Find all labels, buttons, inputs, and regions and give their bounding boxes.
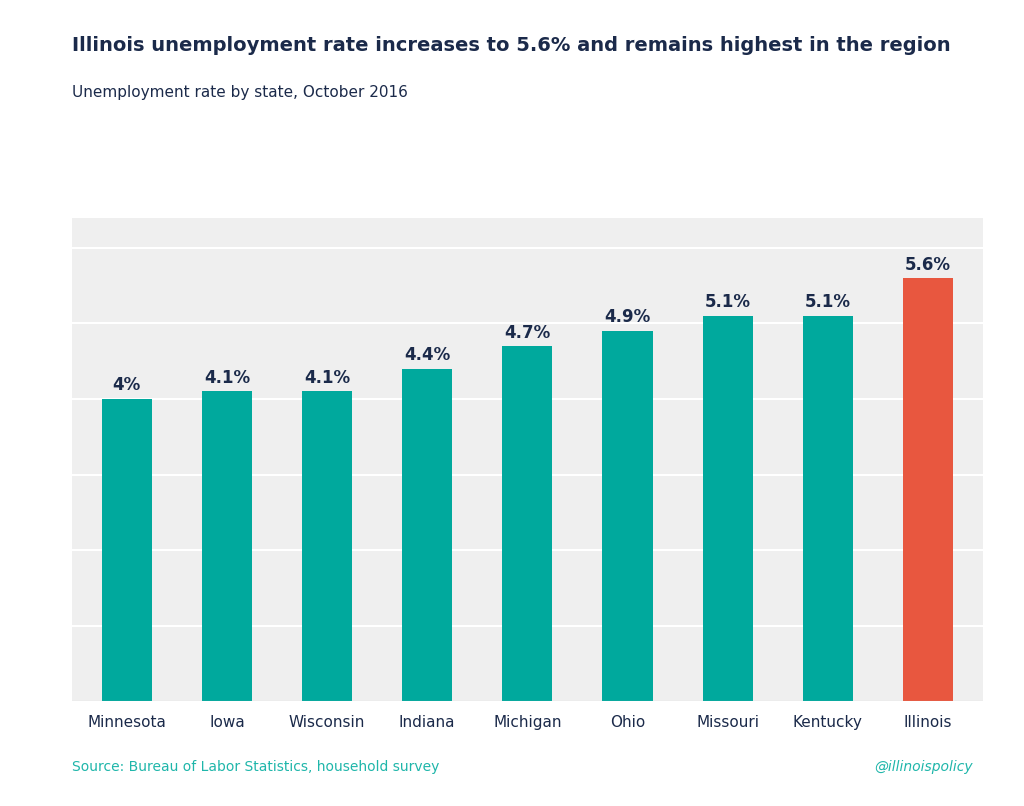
Bar <box>101 399 152 701</box>
Bar <box>803 316 853 701</box>
Text: 4.9%: 4.9% <box>604 309 650 326</box>
Text: @illinoispolicy: @illinoispolicy <box>874 760 973 774</box>
Text: Unemployment rate by state, October 2016: Unemployment rate by state, October 2016 <box>72 85 408 100</box>
Bar <box>202 392 252 701</box>
Bar <box>302 392 352 701</box>
Text: Source: Bureau of Labor Statistics, household survey: Source: Bureau of Labor Statistics, hous… <box>72 760 439 774</box>
Bar <box>602 331 652 701</box>
Bar <box>503 346 552 701</box>
Text: Illinois unemployment rate increases to 5.6% and remains highest in the region: Illinois unemployment rate increases to … <box>72 36 950 56</box>
Bar <box>402 369 453 701</box>
Text: 4%: 4% <box>113 376 141 394</box>
Bar <box>903 278 953 701</box>
Text: 4.7%: 4.7% <box>504 323 551 342</box>
Text: 4.1%: 4.1% <box>304 369 350 387</box>
Bar <box>702 316 753 701</box>
Text: 5.1%: 5.1% <box>805 293 851 311</box>
Text: 5.1%: 5.1% <box>705 293 751 311</box>
Text: 4.1%: 4.1% <box>204 369 250 387</box>
Text: 4.4%: 4.4% <box>404 347 451 364</box>
Text: 5.6%: 5.6% <box>905 256 951 273</box>
